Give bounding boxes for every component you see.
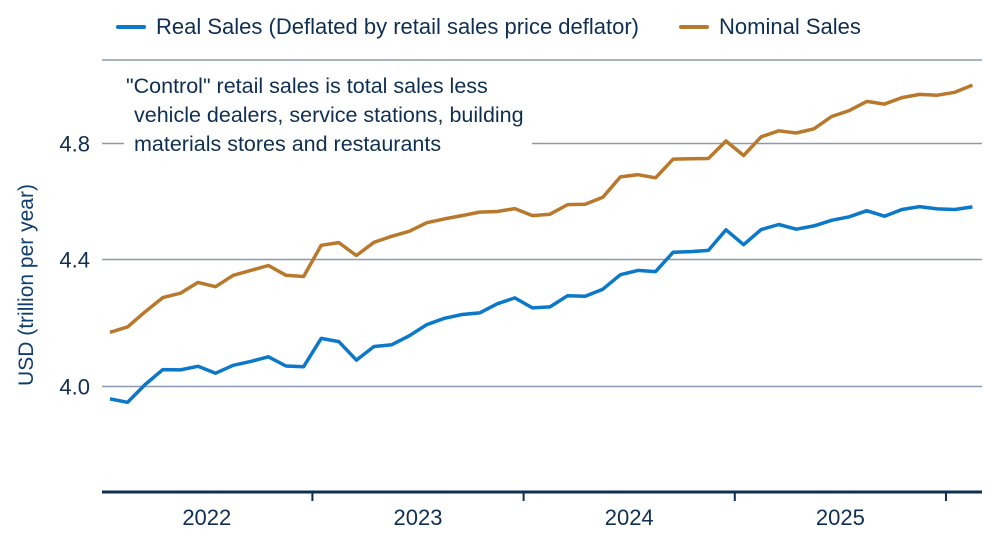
- x-tick-label: 2025: [816, 505, 865, 530]
- y-tick-label: 4.8: [59, 131, 90, 156]
- annotation-note: "Control" retail sales is total sales le…: [124, 72, 532, 159]
- legend-item-nominal-sales: Nominal Sales: [679, 14, 861, 40]
- legend-label-nominal: Nominal Sales: [719, 14, 861, 39]
- real-sales-line: [109, 204, 973, 405]
- legend: Real Sales (Deflated by retail sales pri…: [116, 14, 861, 40]
- x-axis: 2022 2023 2024 2025: [102, 490, 982, 530]
- nominal-sales-line: [109, 83, 974, 334]
- annotation-line: materials stores and restaurants: [134, 132, 442, 156]
- legend-label-real: Real Sales (Deflated by retail sales pri…: [156, 14, 640, 39]
- nominal-sales-points: [109, 84, 973, 333]
- y-axis-label: USD (trillion per year): [15, 184, 38, 386]
- real-sales-points: [109, 206, 973, 403]
- y-tick-label: 4.4: [59, 247, 90, 272]
- x-tick-label: 2022: [182, 505, 231, 530]
- x-tick-label: 2024: [605, 505, 654, 530]
- y-tick-label: 4.0: [59, 375, 90, 400]
- legend-swatch-nominal: [679, 25, 710, 29]
- annotation-line: vehicle dealers, service stations, build…: [134, 103, 524, 127]
- legend-item-real-sales: Real Sales (Deflated by retail sales pri…: [116, 14, 639, 40]
- series-lines: [109, 83, 974, 405]
- x-tick-label: 2023: [394, 505, 443, 530]
- y-axis-ticks: 4.0 4.4 4.8: [59, 131, 90, 399]
- annotation-line: "Control" retail sales is total sales le…: [126, 74, 488, 98]
- legend-swatch-real: [116, 25, 146, 29]
